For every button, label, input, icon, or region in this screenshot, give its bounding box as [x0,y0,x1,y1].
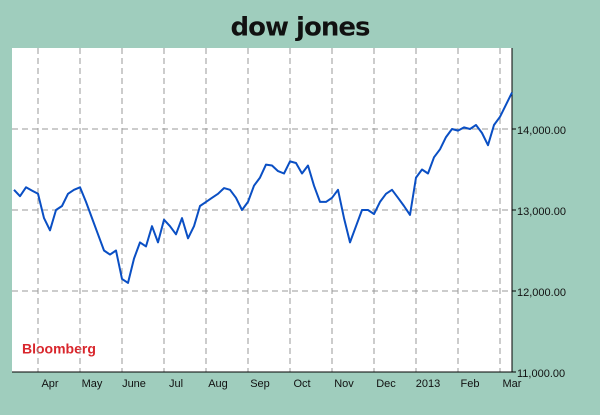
x-tick-label: Sep [250,378,270,390]
x-tick-label: May [82,378,103,390]
x-tick-label: 2013 [416,378,440,390]
y-tick-label: 11,000.00 [517,368,565,380]
x-tick-label: Dec [376,378,396,390]
x-tick-label: June [122,378,146,390]
x-tick-label: Feb [461,378,480,390]
x-tick-label: Mar [503,378,522,390]
x-tick-label: Aug [208,378,228,390]
x-tick-label: Oct [293,378,310,390]
x-tick-label: Jul [169,378,183,390]
y-tick-label: 12,000.00 [517,287,566,299]
chart-title: dow jones [231,13,370,43]
y-tick-label: 13,000.00 [517,206,566,218]
source-label: Bloomberg [22,341,96,357]
data-line [13,92,513,284]
y-tick-label: 14,000.00 [517,125,566,137]
x-tick-label: Apr [41,378,58,390]
x-tick-label: Nov [334,378,354,390]
